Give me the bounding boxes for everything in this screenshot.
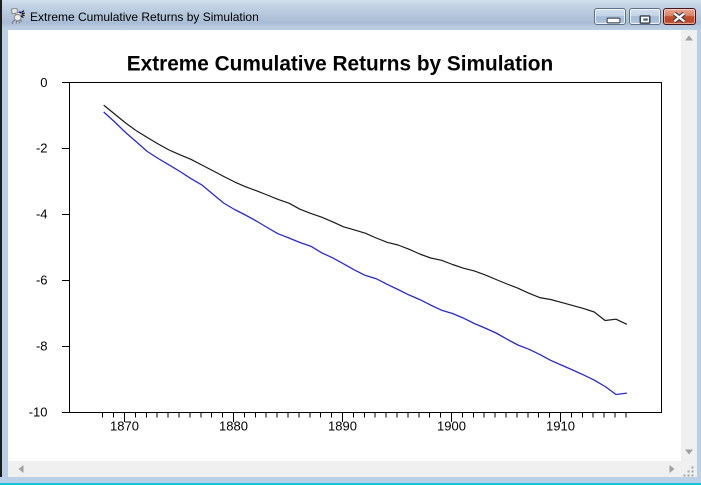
svg-text:-2: -2 <box>36 141 48 156</box>
svg-text:Extreme Cumulative Returns by: Extreme Cumulative Returns by Simulation <box>127 52 553 75</box>
svg-text:-6: -6 <box>36 273 48 288</box>
svg-text:1910: 1910 <box>546 419 575 434</box>
svg-text:-8: -8 <box>36 338 48 353</box>
svg-text:1900: 1900 <box>437 419 466 434</box>
svg-text:1870: 1870 <box>110 419 139 434</box>
svg-text:1880: 1880 <box>219 419 248 434</box>
svg-text:1890: 1890 <box>328 419 357 434</box>
svg-text:-4: -4 <box>36 207 48 222</box>
svg-text:-10: -10 <box>29 404 48 419</box>
svg-text:0: 0 <box>40 75 47 90</box>
